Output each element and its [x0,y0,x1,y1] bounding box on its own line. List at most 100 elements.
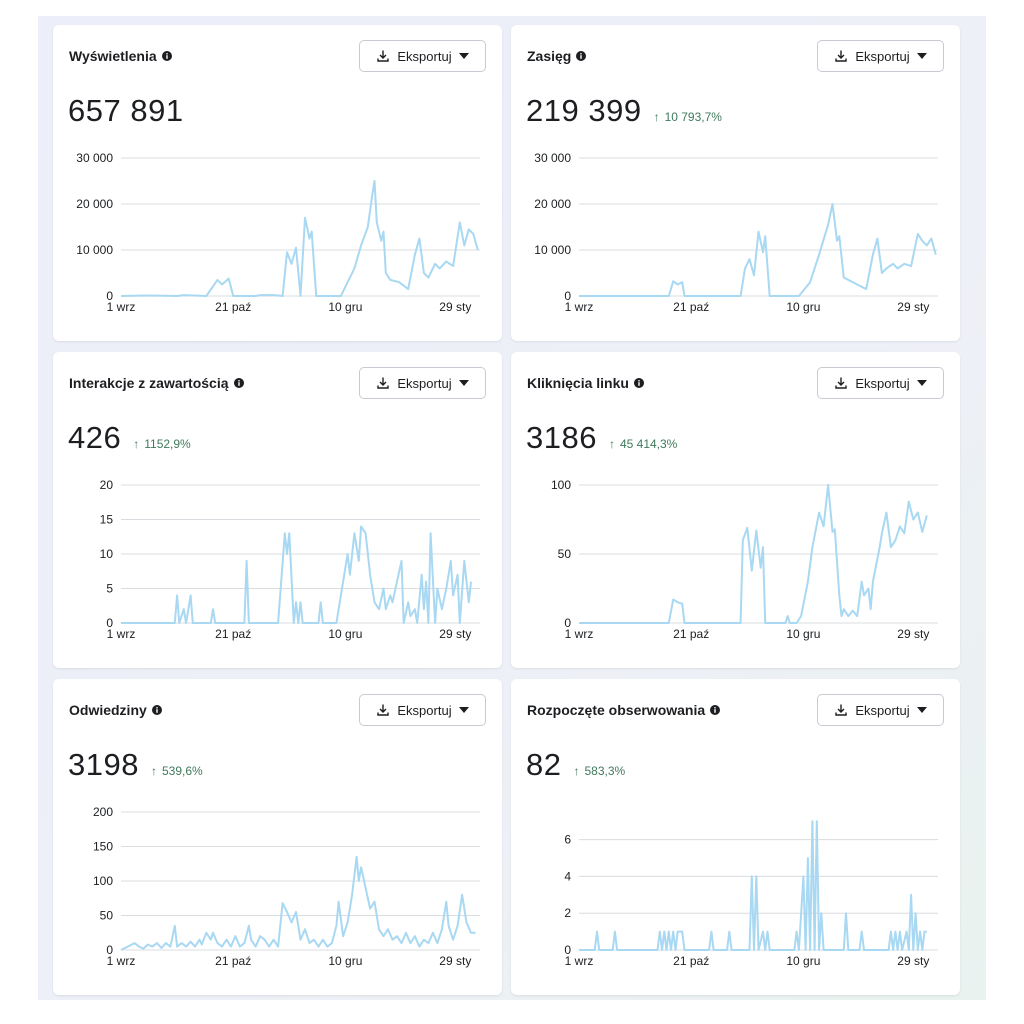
metric-row: 657 891 ↑ [68,93,184,129]
metric-row: 426 ↑ 1152,9% [68,420,191,456]
arrow-up-icon: ↑ [150,764,157,778]
info-icon[interactable] [576,51,587,61]
series-line [121,525,472,624]
export-button[interactable]: Eksportuj [359,40,486,72]
download-icon [835,377,848,389]
x-tick-label: 1 wrz [565,954,594,968]
y-tick-label: 50 [100,909,114,923]
y-tick-label: 4 [564,869,571,883]
export-button[interactable]: Eksportuj [359,694,486,726]
caret-down-icon [916,53,927,59]
y-tick-label: 0 [564,943,571,957]
card-title: Zasięg [527,48,587,64]
metric-card-2: Zasięg Eksportuj 219 399 ↑ 10 793,7% [511,25,960,341]
download-icon [835,50,848,62]
card-title: Kliknięcia linku [527,375,644,391]
change-percent: 583,3% [584,764,626,778]
y-tick-label: 0 [564,616,571,630]
caret-down-icon [458,380,469,386]
export-button[interactable]: Eksportuj [817,40,944,72]
arrow-up-icon: ↑ [608,437,615,451]
export-button[interactable]: Eksportuj [359,367,486,399]
x-tick-label: 21 paź [215,627,251,641]
y-tick-label: 10 000 [76,243,113,257]
change-indicator: ↑ 583,3% [573,764,625,778]
metric-value: 82 [526,747,562,782]
x-tick-label: 21 paź [673,300,709,314]
caret-down-icon [916,380,927,386]
card-title: Interakcje z zawartością [69,375,244,391]
line-chart: 0 10 000 20 000 30 000 1 wrz 21 paź 10 gru 29 s… [534,151,938,314]
arrow-up-icon: ↑ [653,110,660,124]
x-tick-label: 10 gru [328,954,362,968]
x-tick-label: 1 wrz [565,300,594,314]
line-chart: 0 10 000 20 000 30 000 1 wrz 21 paź 10 gru 29 s… [76,151,480,314]
download-icon [377,704,390,716]
y-tick-label: 2 [564,906,571,920]
y-tick-label: 5 [106,582,113,596]
series-line [579,820,927,951]
x-tick-label: 1 wrz [107,300,136,314]
change-percent: 10 793,7% [664,110,722,124]
metric-value: 3198 [68,747,139,782]
info-icon[interactable] [151,705,162,715]
y-tick-label: 100 [551,478,571,492]
export-button-label: Eksportuj [855,702,910,718]
caret-down-icon [458,707,469,713]
x-tick-label: 1 wrz [107,954,136,968]
card-title-text: Interakcje z zawartością [69,375,229,391]
metric-card-5: Odwiedziny Eksportuj 3198 ↑ 539,6% [53,679,502,995]
caret-down-icon [916,707,927,713]
metric-value: 219 399 [526,93,642,128]
line-chart: 0 50 100 150 200 1 wrz 21 paź 10 gru 29 sty [93,805,480,968]
y-tick-label: 50 [558,547,572,561]
export-button-label: Eksportuj [855,48,910,64]
change-indicator: ↑ 539,6% [151,764,203,778]
x-tick-label: 1 wrz [107,627,136,641]
metric-card-3: Interakcje z zawartością Eksportuj 426 ↑… [53,352,502,668]
export-button-label: Eksportuj [397,48,452,64]
metric-value: 657 891 [68,93,184,128]
y-tick-label: 30 000 [76,151,113,165]
card-title-text: Rozpoczęte obserwowania [527,702,706,718]
line-chart: 0 5 10 15 20 1 wrz 21 paź 10 gru 29 sty [100,478,480,641]
arrow-up-icon: ↑ [133,437,140,451]
export-button[interactable]: Eksportuj [817,367,944,399]
y-tick-label: 15 [100,513,114,527]
series-line [579,484,928,624]
x-tick-label: 29 sty [897,300,929,314]
y-tick-label: 0 [106,289,113,303]
x-tick-label: 29 sty [439,300,471,314]
card-title-text: Kliknięcia linku [527,375,629,391]
metric-card-4: Kliknięcia linku Eksportuj 3186 ↑ 45 414… [511,352,960,668]
info-icon[interactable] [161,51,172,61]
y-tick-label: 0 [106,943,113,957]
download-icon [377,377,390,389]
download-icon [377,50,390,62]
change-percent: 539,6% [161,764,203,778]
export-button[interactable]: Eksportuj [817,694,944,726]
change-percent: 1152,9% [144,437,191,451]
info-icon[interactable] [233,378,244,388]
y-tick-label: 0 [564,289,571,303]
x-tick-label: 29 sty [439,627,471,641]
change-percent: 45 414,3% [619,437,678,451]
y-tick-label: 100 [93,874,113,888]
info-icon[interactable] [710,705,721,715]
card-title-text: Zasięg [527,48,572,64]
change-indicator: ↑ 1152,9% [133,437,190,451]
info-icon[interactable] [633,378,644,388]
metric-card-1: Wyświetlenia Eksportuj 657 891 ↑ [53,25,502,341]
x-tick-label: 1 wrz [565,627,594,641]
x-tick-label: 10 gru [786,300,820,314]
y-tick-label: 30 000 [534,151,571,165]
y-tick-label: 20 000 [76,197,113,211]
metric-row: 219 399 ↑ 10 793,7% [526,93,722,129]
y-tick-label: 6 [564,833,571,847]
metric-row: 3186 ↑ 45 414,3% [526,420,677,456]
card-title-text: Odwiedziny [69,702,147,718]
x-tick-label: 21 paź [673,627,709,641]
x-tick-label: 10 gru [328,300,362,314]
export-button-label: Eksportuj [397,375,452,391]
x-tick-label: 29 sty [897,954,929,968]
